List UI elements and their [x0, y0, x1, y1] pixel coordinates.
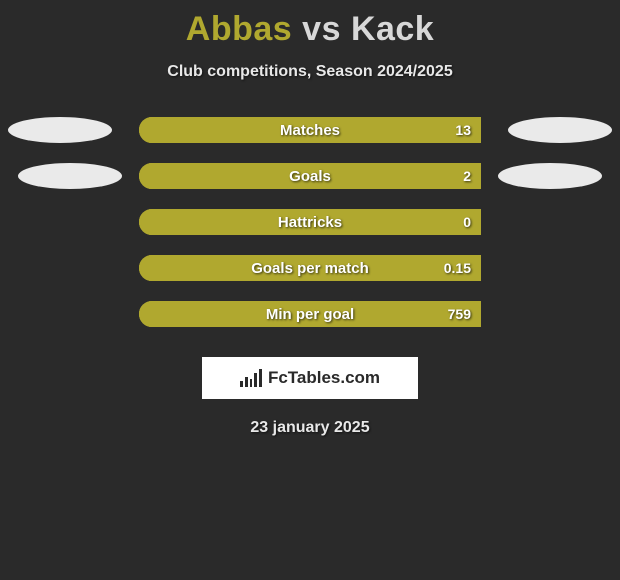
bar-chart-icon	[240, 369, 262, 387]
stat-value-p2: 759	[448, 306, 471, 322]
stat-row: Hattricks 0	[0, 209, 620, 235]
stat-bar: Matches 13	[139, 117, 481, 143]
stat-label: Goals per match	[251, 260, 369, 277]
stat-label: Min per goal	[266, 306, 354, 323]
player2-oval	[508, 117, 612, 143]
stat-bar: Goals 2	[139, 163, 481, 189]
stat-value-p2: 0	[463, 214, 471, 230]
page-title: Abbas vs Kack	[0, 0, 620, 49]
stat-row: Min per goal 759	[0, 301, 620, 327]
stat-value-p2: 13	[455, 122, 471, 138]
footer-logo-text: FcTables.com	[268, 368, 380, 388]
stat-row: Matches 13	[0, 117, 620, 143]
stat-value-p2: 2	[463, 168, 471, 184]
stat-value-p2: 0.15	[444, 260, 471, 276]
player1-name: Abbas	[186, 10, 292, 48]
player2-name: Kack	[351, 10, 434, 48]
stat-label: Matches	[280, 122, 340, 139]
footer-date: 23 january 2025	[0, 419, 620, 437]
stat-label: Hattricks	[278, 214, 342, 231]
comparison-rows: Matches 13 Goals 2 Hattricks 0 Goals per match…	[0, 117, 620, 327]
stat-bar: Goals per match 0.15	[139, 255, 481, 281]
player2-oval	[498, 163, 602, 189]
player1-oval	[18, 163, 122, 189]
stat-label: Goals	[289, 168, 331, 185]
player1-oval	[8, 117, 112, 143]
stat-bar: Min per goal 759	[139, 301, 481, 327]
subtitle: Club competitions, Season 2024/2025	[0, 63, 620, 81]
footer-logo: FcTables.com	[202, 357, 418, 399]
stat-row: Goals per match 0.15	[0, 255, 620, 281]
vs-text: vs	[302, 10, 341, 48]
stat-row: Goals 2	[0, 163, 620, 189]
stat-bar: Hattricks 0	[139, 209, 481, 235]
